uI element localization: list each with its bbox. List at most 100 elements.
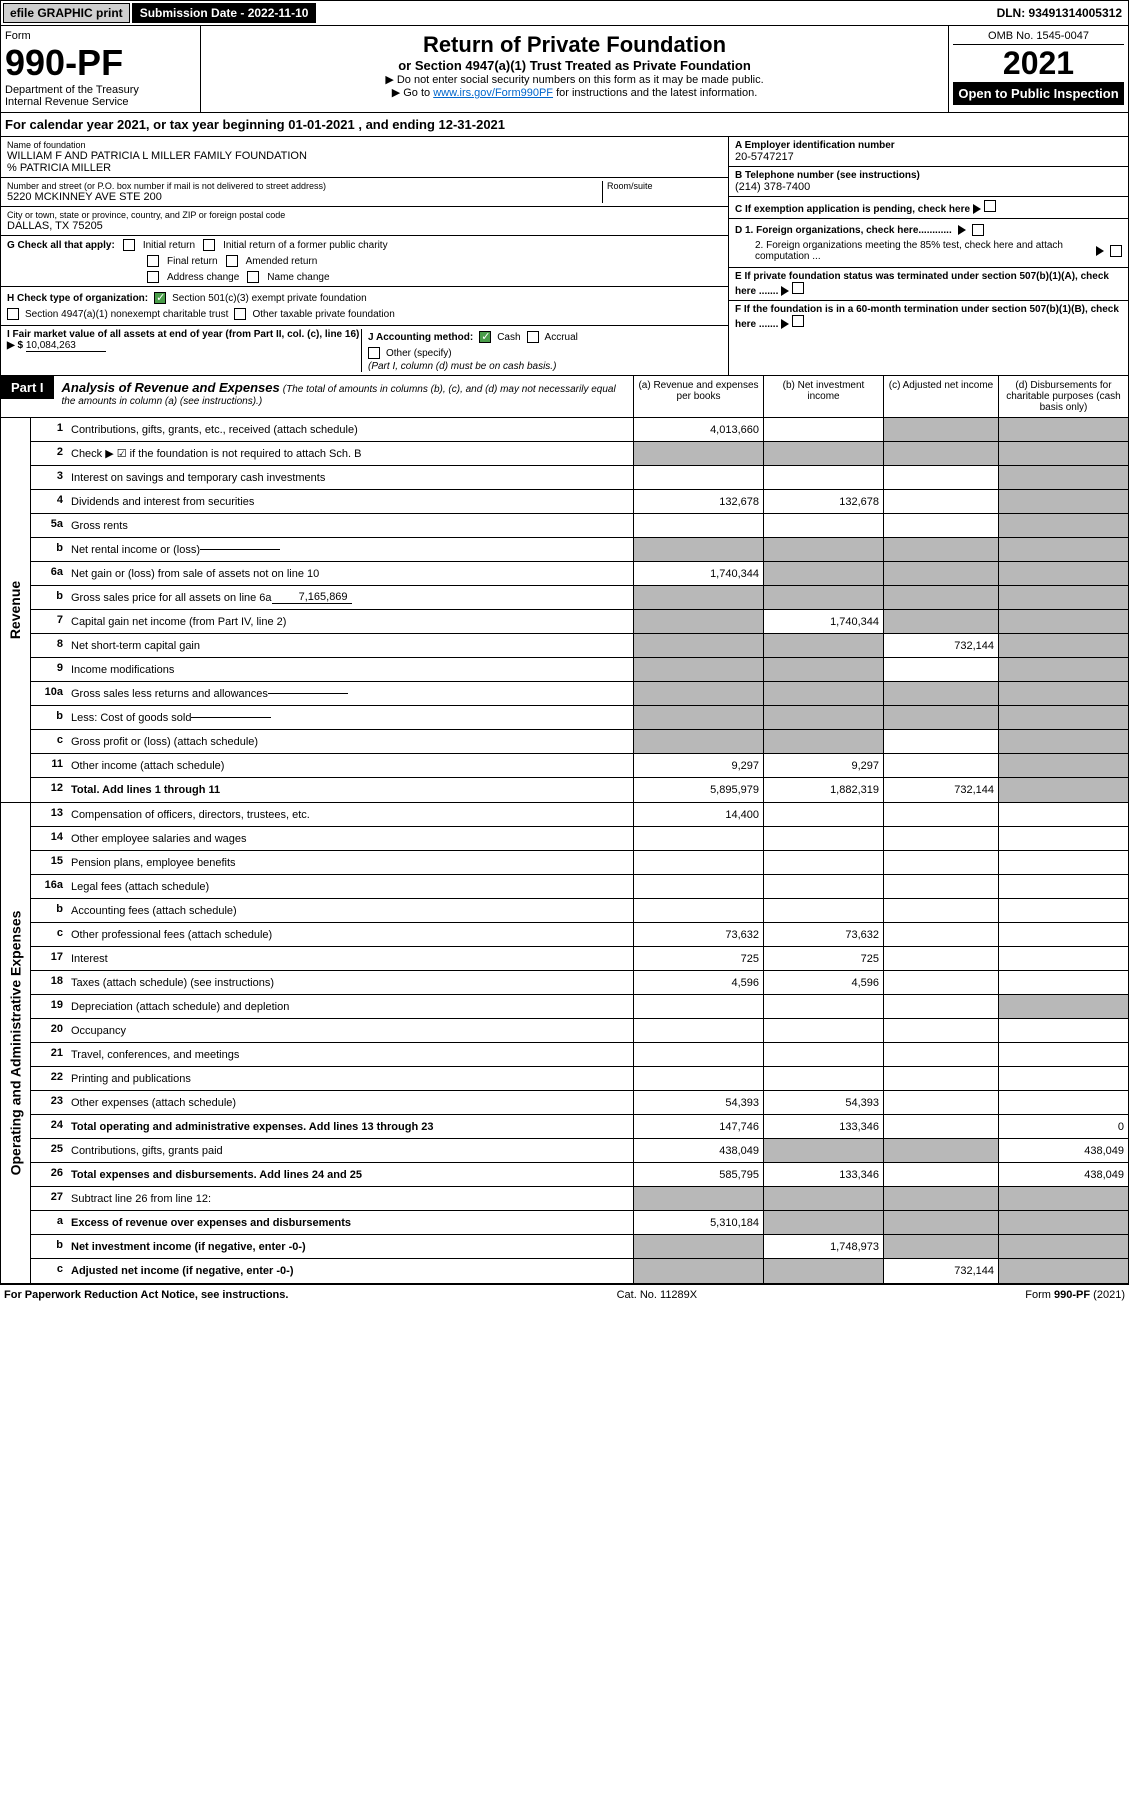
row-label: Net short-term capital gain — [67, 634, 633, 657]
cell-d — [998, 778, 1128, 802]
table-row: 9Income modifications — [31, 658, 1128, 682]
row-number: 15 — [31, 851, 67, 874]
cell-d — [998, 923, 1128, 946]
h-label: H Check type of organization: — [7, 293, 148, 304]
phone-cell: B Telephone number (see instructions) (2… — [729, 167, 1128, 197]
row-number: 5a — [31, 514, 67, 537]
row-label: Interest — [67, 947, 633, 970]
cell-c — [883, 706, 998, 729]
cell-d — [998, 971, 1128, 994]
cell-a — [633, 538, 763, 561]
table-row: aExcess of revenue over expenses and dis… — [31, 1211, 1128, 1235]
inline-value: 7,165,869 — [272, 591, 352, 604]
other-taxable-checkbox[interactable] — [234, 308, 246, 320]
cell-d — [998, 538, 1128, 561]
part1-header: Part I Analysis of Revenue and Expenses … — [0, 376, 1129, 418]
h-501c3: Section 501(c)(3) exempt private foundat… — [172, 293, 367, 304]
table-row: cAdjusted net income (if negative, enter… — [31, 1259, 1128, 1283]
cell-c — [883, 827, 998, 850]
row-label: Excess of revenue over expenses and disb… — [67, 1211, 633, 1234]
cell-c — [883, 1115, 998, 1138]
efile-print-button[interactable]: efile GRAPHIC print — [3, 3, 130, 23]
row-label: Depreciation (attach schedule) and deple… — [67, 995, 633, 1018]
cell-b — [763, 1187, 883, 1210]
accrual-checkbox[interactable] — [527, 331, 539, 343]
irs-link[interactable]: www.irs.gov/Form990PF — [433, 87, 553, 99]
addr-change-checkbox[interactable] — [147, 271, 159, 283]
row-number: 2 — [31, 442, 67, 465]
cell-b: 1,740,344 — [763, 610, 883, 633]
amended-checkbox[interactable] — [226, 255, 238, 267]
i-block: I Fair market value of all assets at end… — [7, 329, 361, 372]
table-row: 13Compensation of officers, directors, t… — [31, 803, 1128, 827]
h-4947: Section 4947(a)(1) nonexempt charitable … — [25, 309, 228, 320]
row-label: Legal fees (attach schedule) — [67, 875, 633, 898]
cell-b — [763, 1259, 883, 1283]
cell-b: 4,596 — [763, 971, 883, 994]
cell-c — [883, 754, 998, 777]
header-left: Form 990-PF Department of the Treasury I… — [1, 26, 201, 112]
cell-b — [763, 730, 883, 753]
other-method-checkbox[interactable] — [368, 347, 380, 359]
address: 5220 MCKINNEY AVE STE 200 — [7, 191, 602, 203]
cell-b — [763, 851, 883, 874]
cell-c — [883, 442, 998, 465]
row-number: 4 — [31, 490, 67, 513]
name-change-checkbox[interactable] — [247, 271, 259, 283]
f-checkbox[interactable] — [792, 315, 804, 327]
cell-b: 133,346 — [763, 1115, 883, 1138]
cell-a — [633, 634, 763, 657]
row-label: Other professional fees (attach schedule… — [67, 923, 633, 946]
arrow-icon — [781, 319, 789, 329]
g-row3: Address change Name change — [147, 271, 722, 283]
cell-b — [763, 682, 883, 705]
row-label: Contributions, gifts, grants, etc., rece… — [67, 418, 633, 441]
revenue-table: Revenue 1Contributions, gifts, grants, e… — [0, 418, 1129, 803]
row-label: Capital gain net income (from Part IV, l… — [67, 610, 633, 633]
h-row2: Section 4947(a)(1) nonexempt charitable … — [7, 306, 722, 322]
final-return-checkbox[interactable] — [147, 255, 159, 267]
a-label: A Employer identification number — [735, 140, 1122, 151]
table-row: 8Net short-term capital gain732,144 — [31, 634, 1128, 658]
row-number: 22 — [31, 1067, 67, 1090]
room-label: Room/suite — [607, 181, 722, 191]
4947-checkbox[interactable] — [7, 308, 19, 320]
table-row: 3Interest on savings and temporary cash … — [31, 466, 1128, 490]
tax-year: 2021 — [953, 45, 1124, 82]
cell-a — [633, 1259, 763, 1283]
row-number: 1 — [31, 418, 67, 441]
column-headers: (a) Revenue and expenses per books (b) N… — [633, 376, 1128, 417]
501c3-checkbox[interactable] — [154, 292, 166, 304]
cell-a: 132,678 — [633, 490, 763, 513]
g-check-cell: G Check all that apply: Initial return I… — [1, 236, 728, 287]
foundation-name-cell: Name of foundation WILLIAM F AND PATRICI… — [1, 137, 728, 178]
d2-checkbox[interactable] — [1110, 245, 1122, 257]
initial-return-checkbox[interactable] — [123, 239, 135, 251]
cell-a: 5,310,184 — [633, 1211, 763, 1234]
cell-a — [633, 1019, 763, 1042]
city: DALLAS, TX 75205 — [7, 220, 722, 232]
initial-former-checkbox[interactable] — [203, 239, 215, 251]
cell-a: 9,297 — [633, 754, 763, 777]
cell-d — [998, 562, 1128, 585]
e-checkbox[interactable] — [792, 282, 804, 294]
row-label: Compensation of officers, directors, tru… — [67, 803, 633, 826]
form-title: Return of Private Foundation — [207, 32, 942, 58]
h-check-cell: H Check type of organization: Section 50… — [1, 287, 728, 326]
row-number: 21 — [31, 1043, 67, 1066]
cell-d — [998, 610, 1128, 633]
row-number: 14 — [31, 827, 67, 850]
cell-d — [998, 658, 1128, 681]
cell-a: 438,049 — [633, 1139, 763, 1162]
c-cell: C If exemption application is pending, c… — [729, 197, 1128, 219]
table-row: 15Pension plans, employee benefits — [31, 851, 1128, 875]
h-row1: H Check type of organization: Section 50… — [7, 290, 722, 306]
room-block: Room/suite — [602, 181, 722, 203]
d1-checkbox[interactable] — [972, 224, 984, 236]
c-checkbox[interactable] — [984, 200, 996, 212]
row-number: 27 — [31, 1187, 67, 1210]
cell-b — [763, 875, 883, 898]
cash-checkbox[interactable] — [479, 331, 491, 343]
row-number: b — [31, 538, 67, 561]
cell-c — [883, 682, 998, 705]
